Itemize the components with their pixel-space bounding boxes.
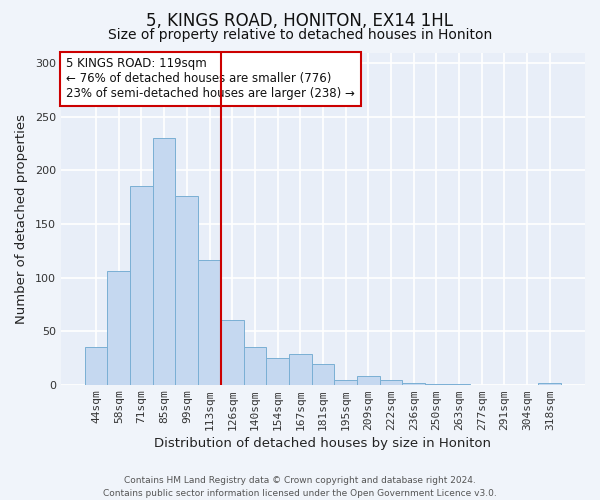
Bar [244, 347, 266, 385]
Bar [221, 320, 244, 384]
Text: 5, KINGS ROAD, HONITON, EX14 1HL: 5, KINGS ROAD, HONITON, EX14 1HL [146, 12, 454, 30]
Bar [334, 380, 357, 384]
Y-axis label: Number of detached properties: Number of detached properties [15, 114, 28, 324]
Bar [289, 354, 311, 384]
Bar [380, 380, 403, 384]
Bar [198, 260, 221, 384]
Bar [175, 196, 198, 384]
Bar [85, 347, 107, 385]
Bar [538, 382, 561, 384]
Text: Size of property relative to detached houses in Honiton: Size of property relative to detached ho… [108, 28, 492, 42]
Bar [153, 138, 175, 384]
X-axis label: Distribution of detached houses by size in Honiton: Distribution of detached houses by size … [154, 437, 491, 450]
Text: Contains HM Land Registry data © Crown copyright and database right 2024.
Contai: Contains HM Land Registry data © Crown c… [103, 476, 497, 498]
Bar [357, 376, 380, 384]
Bar [107, 271, 130, 384]
Text: 5 KINGS ROAD: 119sqm
← 76% of detached houses are smaller (776)
23% of semi-deta: 5 KINGS ROAD: 119sqm ← 76% of detached h… [66, 58, 355, 100]
Bar [311, 364, 334, 384]
Bar [266, 358, 289, 384]
Bar [403, 382, 425, 384]
Bar [130, 186, 153, 384]
